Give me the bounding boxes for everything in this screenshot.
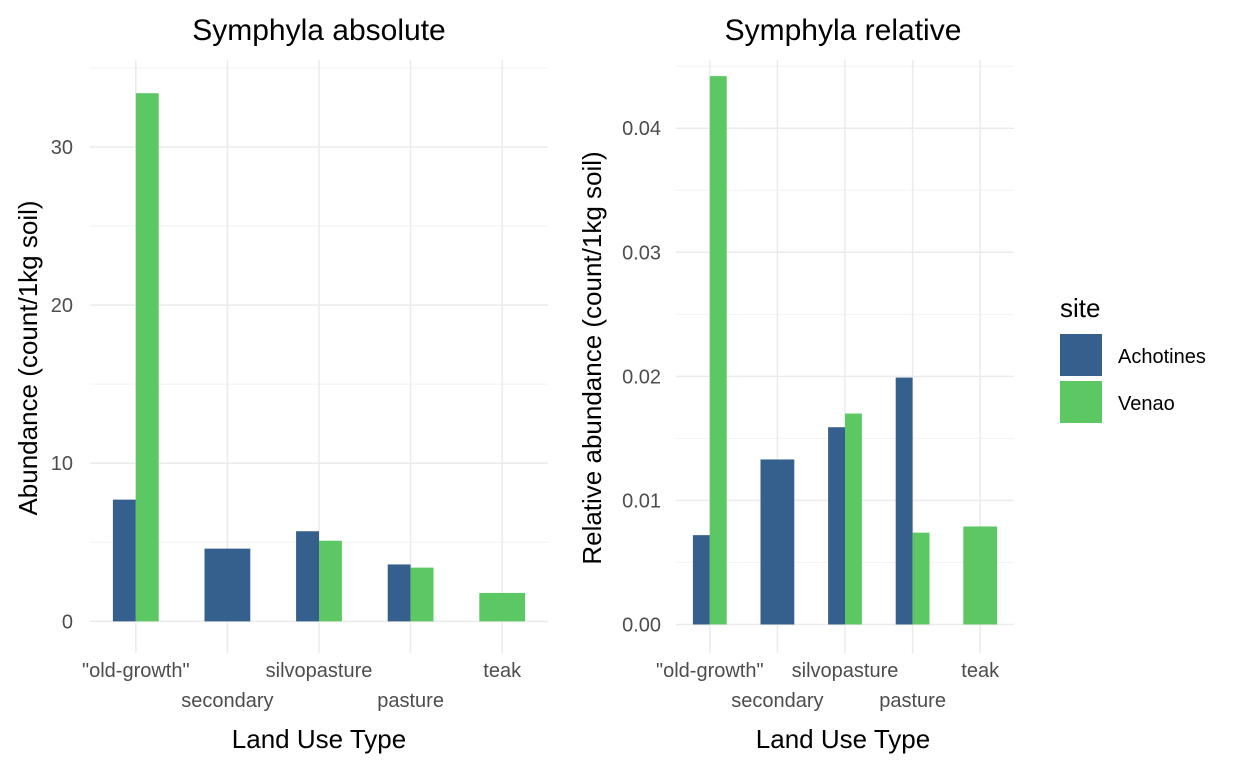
legend: site Achotines Venao xyxy=(1060,293,1206,423)
bar-venao xyxy=(845,413,862,625)
chart-title: Symphyla absolute xyxy=(192,14,445,47)
x-tick-label: silvopasture xyxy=(266,660,373,682)
legend-swatch-venao xyxy=(1060,381,1102,423)
chart-absolute: Symphyla absolute 0 10 20 30 "old-growth" se… xyxy=(13,14,548,754)
y-tick-label: 30 xyxy=(51,137,73,159)
y-tick-label: 0.04 xyxy=(622,118,661,140)
y-tick-label: 0.02 xyxy=(622,366,661,388)
bar-venao xyxy=(709,76,727,625)
bar-venao xyxy=(479,592,526,622)
x-tick-label: "old-growth" xyxy=(82,660,190,682)
x-axis-title: Land Use Type xyxy=(756,724,930,754)
bar-venao xyxy=(912,532,930,625)
bar-achotines xyxy=(112,499,136,622)
x-tick-label: teak xyxy=(961,660,1000,682)
x-tick-label: silvopasture xyxy=(792,660,899,682)
legend-label-venao: Venao xyxy=(1118,393,1175,415)
bar-achotines xyxy=(387,564,411,622)
chart-title: Symphyla relative xyxy=(725,14,962,47)
x-tick-label: secondary xyxy=(181,690,273,712)
bar-achotines xyxy=(692,535,710,625)
bar-venao xyxy=(410,567,434,622)
y-tick-label: 0.01 xyxy=(622,490,661,512)
bar-venao xyxy=(135,93,159,622)
legend-title: site xyxy=(1060,293,1100,323)
bar-achotines xyxy=(760,459,795,625)
x-tick-label: "old-growth" xyxy=(656,660,764,682)
y-tick-label: 0.03 xyxy=(622,242,661,264)
legend-swatch-achotines xyxy=(1060,334,1102,376)
bar-achotines xyxy=(296,531,319,622)
y-axis-title: Relative abundance (count/1kg soil) xyxy=(577,151,607,564)
y-tick-label: 0 xyxy=(62,611,73,633)
y-axis-title: Abundance (count/1kg soil) xyxy=(13,200,43,515)
x-tick-label: pasture xyxy=(377,690,444,712)
chart-relative: Symphyla relative 0.00 0.01 0.02 0.03 0.04 "… xyxy=(577,14,1014,754)
legend-label-achotines: Achotines xyxy=(1118,346,1206,368)
bar-achotines xyxy=(895,377,913,625)
y-tick-label: 20 xyxy=(51,295,73,317)
x-tick-label: teak xyxy=(483,660,522,682)
bar-achotines xyxy=(204,548,251,622)
y-tick-label: 0.00 xyxy=(622,614,661,636)
y-tick-label: 10 xyxy=(51,453,73,475)
x-axis-title: Land Use Type xyxy=(232,724,406,754)
x-tick-label: secondary xyxy=(731,690,823,712)
bar-achotines xyxy=(828,427,845,625)
bar-venao xyxy=(319,540,342,622)
bar-venao xyxy=(963,526,998,625)
x-tick-label: pasture xyxy=(879,690,946,712)
